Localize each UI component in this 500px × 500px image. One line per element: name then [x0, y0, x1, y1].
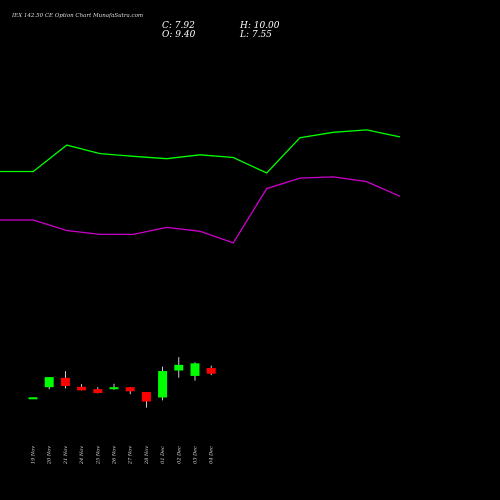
open-value: O: 9.40: [162, 30, 196, 40]
high-value: H: 10.00: [239, 21, 280, 31]
candle-body: [60, 377, 70, 387]
candle-body: [125, 387, 135, 392]
x-tick-label: 03 Dec: [193, 446, 199, 464]
candle-body: [158, 371, 168, 398]
x-tick-label: 04 Dec: [209, 446, 215, 464]
close-value: C: 7.92: [162, 21, 195, 31]
x-tick-label: 02 Dec: [176, 446, 182, 464]
x-tick-label: 27 Nov: [128, 446, 134, 465]
candle-body: [28, 397, 38, 400]
x-tick-label: 20 Nov: [47, 446, 53, 465]
upper-band-line: [0, 129, 401, 174]
x-tick-label: 01 Dec: [160, 446, 166, 464]
candle-body: [141, 392, 151, 402]
x-tick-label: 28 Nov: [144, 446, 150, 465]
x-tick-label: 26 Nov: [112, 446, 118, 465]
x-tick-label: 25 Nov: [95, 446, 101, 465]
low-value: L: 7.55: [239, 30, 272, 40]
candle-body: [77, 386, 87, 391]
candle-body: [206, 367, 216, 374]
chart-title: IEX 142.50 CE Option Chart MunafaSutra.c…: [11, 13, 143, 19]
candlesticks: [28, 357, 216, 408]
x-axis-tick-labels: 19 Nov 20 Nov 21 Nov 24 Nov 25 Nov 26 Nov 27 N…: [31, 446, 215, 465]
candle-body: [109, 387, 119, 390]
x-tick-label: 21 Nov: [63, 446, 69, 465]
candle-body: [93, 389, 103, 394]
candle-body: [44, 377, 54, 388]
candle-body: [174, 364, 184, 371]
candle-body: [190, 363, 200, 376]
indicator-lines: [0, 129, 401, 244]
lower-band-line: [0, 176, 401, 244]
x-tick-label: 19 Nov: [31, 446, 37, 464]
x-tick-label: 24 Nov: [79, 446, 85, 465]
